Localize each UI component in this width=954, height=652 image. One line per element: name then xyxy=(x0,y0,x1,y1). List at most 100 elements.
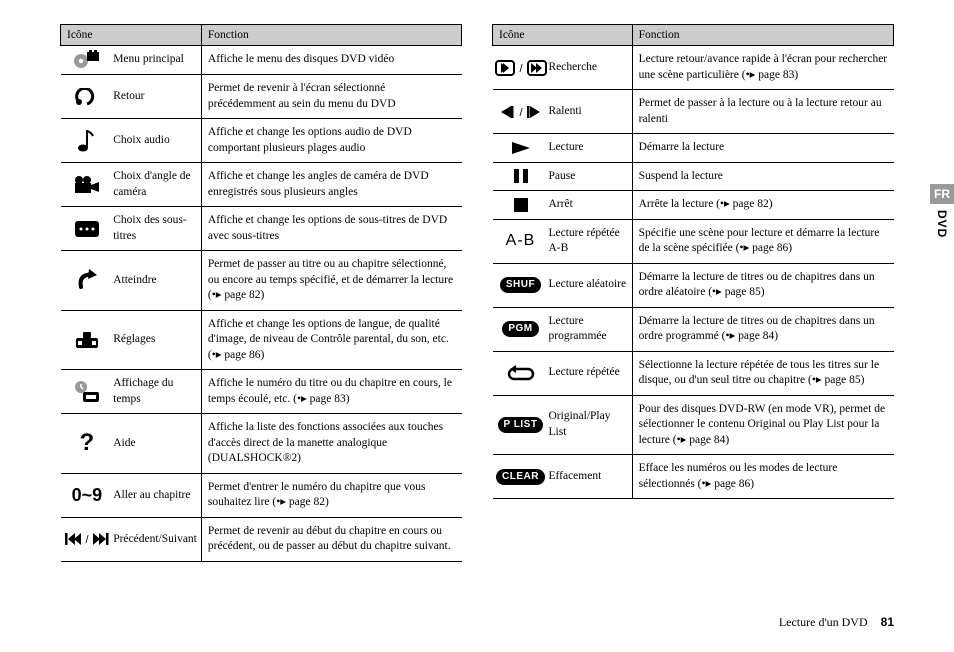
row-function: Démarre la lecture de titres ou de chapi… xyxy=(632,263,893,307)
prev-next-icon: / xyxy=(61,517,114,561)
row-label: Effacement xyxy=(549,455,633,499)
row-label: Retour xyxy=(113,75,201,119)
right-table: Icône Fonction / Recherche Lecture retou… xyxy=(492,24,894,499)
clear-icon: CLEAR xyxy=(493,455,549,499)
page-footer: Lecture d'un DVD 81 xyxy=(779,615,894,630)
row-function: Permet de revenir au début du chapitre e… xyxy=(201,517,461,561)
row-label: Aller au chapitre xyxy=(113,473,201,517)
table-row: Pause Suspend la lecture xyxy=(493,162,894,191)
row-function: Affiche le numéro du titre ou du chapitr… xyxy=(201,370,461,414)
table-row: ? Aide Affiche la liste des fonctions as… xyxy=(61,414,462,474)
time-icon xyxy=(61,370,114,414)
row-function: Pour des disques DVD-RW (en mode VR), pe… xyxy=(632,395,893,455)
row-function: Affiche et change les options de sous-ti… xyxy=(201,207,461,251)
row-label: Menu principal xyxy=(113,46,201,75)
table-row: Lecture répétée Sélectionne la lecture r… xyxy=(493,351,894,395)
row-function: Affiche et change les angles de caméra d… xyxy=(201,163,461,207)
right-column: Icône Fonction / Recherche Lecture retou… xyxy=(492,24,894,562)
row-label: Lecture répétée A-B xyxy=(549,219,633,263)
play-icon xyxy=(493,134,549,163)
left-table: Icône Fonction Menu principal Affiche le… xyxy=(60,24,462,562)
row-label: Lecture xyxy=(549,134,633,163)
side-language-tab: FR xyxy=(930,184,954,204)
table-row: Choix d'angle de caméra Affiche et chang… xyxy=(61,163,462,207)
return-icon xyxy=(61,75,114,119)
left-column: Icône Fonction Menu principal Affiche le… xyxy=(60,24,462,562)
slow-icon: / xyxy=(493,90,549,134)
svg-text:/: / xyxy=(519,63,523,75)
two-column-layout: Icône Fonction Menu principal Affiche le… xyxy=(60,24,894,562)
table-row: Arrêt Arrête la lecture (•▸ page 82) xyxy=(493,191,894,220)
program-icon: PGM xyxy=(493,307,549,351)
row-function: Affiche le menu des disques DVD vidéo xyxy=(201,46,461,75)
row-function: Affiche la liste des fonctions associées… xyxy=(201,414,461,474)
row-label: Recherche xyxy=(549,46,633,90)
table-row: / Ralenti Permet de passer à la lecture … xyxy=(493,90,894,134)
table-row: A-B Lecture répétée A-B Spécifie une scè… xyxy=(493,219,894,263)
row-label: Choix d'angle de caméra xyxy=(113,163,201,207)
audio-icon xyxy=(61,119,114,163)
page-number: 81 xyxy=(881,615,894,629)
header-icon: Icône xyxy=(61,25,202,46)
table-row: / Précédent/Suivant Permet de revenir au… xyxy=(61,517,462,561)
table-row: Retour Permet de revenir à l'écran sélec… xyxy=(61,75,462,119)
table-row: Affichage du temps Affiche le numéro du … xyxy=(61,370,462,414)
search-icon: / xyxy=(493,46,549,90)
row-function: Affiche et change les options de langue,… xyxy=(201,310,461,370)
row-function: Spécifie une scène pour lecture et démar… xyxy=(632,219,893,263)
table-row: P LIST Original/Play List Pour des disqu… xyxy=(493,395,894,455)
row-label: Choix audio xyxy=(113,119,201,163)
row-function: Démarre la lecture xyxy=(632,134,893,163)
subtitle-icon xyxy=(61,207,114,251)
row-label: Lecture répétée xyxy=(549,351,633,395)
pause-icon xyxy=(493,162,549,191)
table-row: Menu principal Affiche le menu des disqu… xyxy=(61,46,462,75)
row-label: Lecture aléatoire xyxy=(549,263,633,307)
row-function: Lecture retour/avance rapide à l'écran p… xyxy=(632,46,893,90)
stop-icon xyxy=(493,191,549,220)
table-row: Réglages Affiche et change les options d… xyxy=(61,310,462,370)
angle-icon xyxy=(61,163,114,207)
page: Icône Fonction Menu principal Affiche le… xyxy=(0,0,954,652)
row-function: Suspend la lecture xyxy=(632,162,893,191)
shuffle-icon: SHUF xyxy=(493,263,549,307)
goto-icon xyxy=(61,251,114,311)
table-row: Choix audio Affiche et change les option… xyxy=(61,119,462,163)
table-row: 0~9 Aller au chapitre Permet d'entrer le… xyxy=(61,473,462,517)
row-function: Permet de revenir à l'écran sélectionné … xyxy=(201,75,461,119)
row-label: Original/Play List xyxy=(549,395,633,455)
row-label: Lecture programmée xyxy=(549,307,633,351)
chapter-number-icon: 0~9 xyxy=(61,473,114,517)
row-label: Choix des sous-titres xyxy=(113,207,201,251)
row-label: Pause xyxy=(549,162,633,191)
side-section-tab: DVD xyxy=(930,204,954,244)
row-function: Sélectionne la lecture répétée de tous l… xyxy=(632,351,893,395)
header-function: Fonction xyxy=(632,25,893,46)
table-header-row: Icône Fonction xyxy=(61,25,462,46)
table-row: SHUF Lecture aléatoire Démarre la lectur… xyxy=(493,263,894,307)
row-label: Arrêt xyxy=(549,191,633,220)
footer-text: Lecture d'un DVD xyxy=(779,615,868,629)
table-row: CLEAR Effacement Efface les numéros ou l… xyxy=(493,455,894,499)
ab-repeat-icon: A-B xyxy=(493,219,549,263)
row-function: Arrête la lecture (•▸ page 82) xyxy=(632,191,893,220)
table-header-row: Icône Fonction xyxy=(493,25,894,46)
menu-icon xyxy=(61,46,114,75)
table-row: Atteindre Permet de passer au titre ou a… xyxy=(61,251,462,311)
row-function: Permet d'entrer le numéro du chapitre qu… xyxy=(201,473,461,517)
row-function: Démarre la lecture de titres ou de chapi… xyxy=(632,307,893,351)
row-label: Précédent/Suivant xyxy=(113,517,201,561)
repeat-icon xyxy=(493,351,549,395)
svg-text:/: / xyxy=(85,534,89,546)
help-icon: ? xyxy=(61,414,114,474)
row-label: Aide xyxy=(113,414,201,474)
table-row: Choix des sous-titres Affiche et change … xyxy=(61,207,462,251)
header-icon: Icône xyxy=(493,25,633,46)
row-function: Permet de passer à la lecture ou à la le… xyxy=(632,90,893,134)
table-row: / Recherche Lecture retour/avance rapide… xyxy=(493,46,894,90)
row-function: Efface les numéros ou les modes de lectu… xyxy=(632,455,893,499)
row-function: Affiche et change les options audio de D… xyxy=(201,119,461,163)
row-label: Ralenti xyxy=(549,90,633,134)
table-row: PGM Lecture programmée Démarre la lectur… xyxy=(493,307,894,351)
row-function: Permet de passer au titre ou au chapitre… xyxy=(201,251,461,311)
